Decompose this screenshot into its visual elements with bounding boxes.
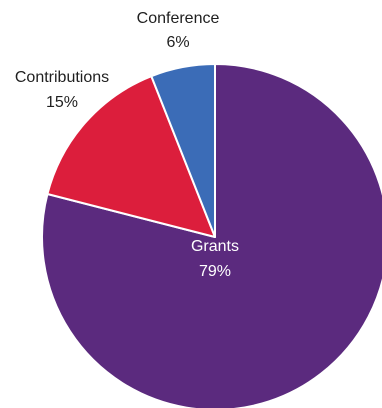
slice-label-grants: Grants bbox=[191, 238, 239, 255]
pie-slice-conference bbox=[150, 63, 216, 238]
slice-label-conference: Conference bbox=[137, 10, 220, 27]
slice-value-conference: 6% bbox=[166, 34, 189, 51]
pie-slice-grants bbox=[41, 63, 382, 408]
slice-value-grants: 79% bbox=[199, 263, 231, 280]
pie-slice-contributions bbox=[46, 75, 216, 238]
slice-value-contributions: 15% bbox=[46, 94, 78, 111]
slice-label-contributions: Contributions bbox=[15, 69, 109, 86]
pie-slices bbox=[41, 63, 382, 408]
